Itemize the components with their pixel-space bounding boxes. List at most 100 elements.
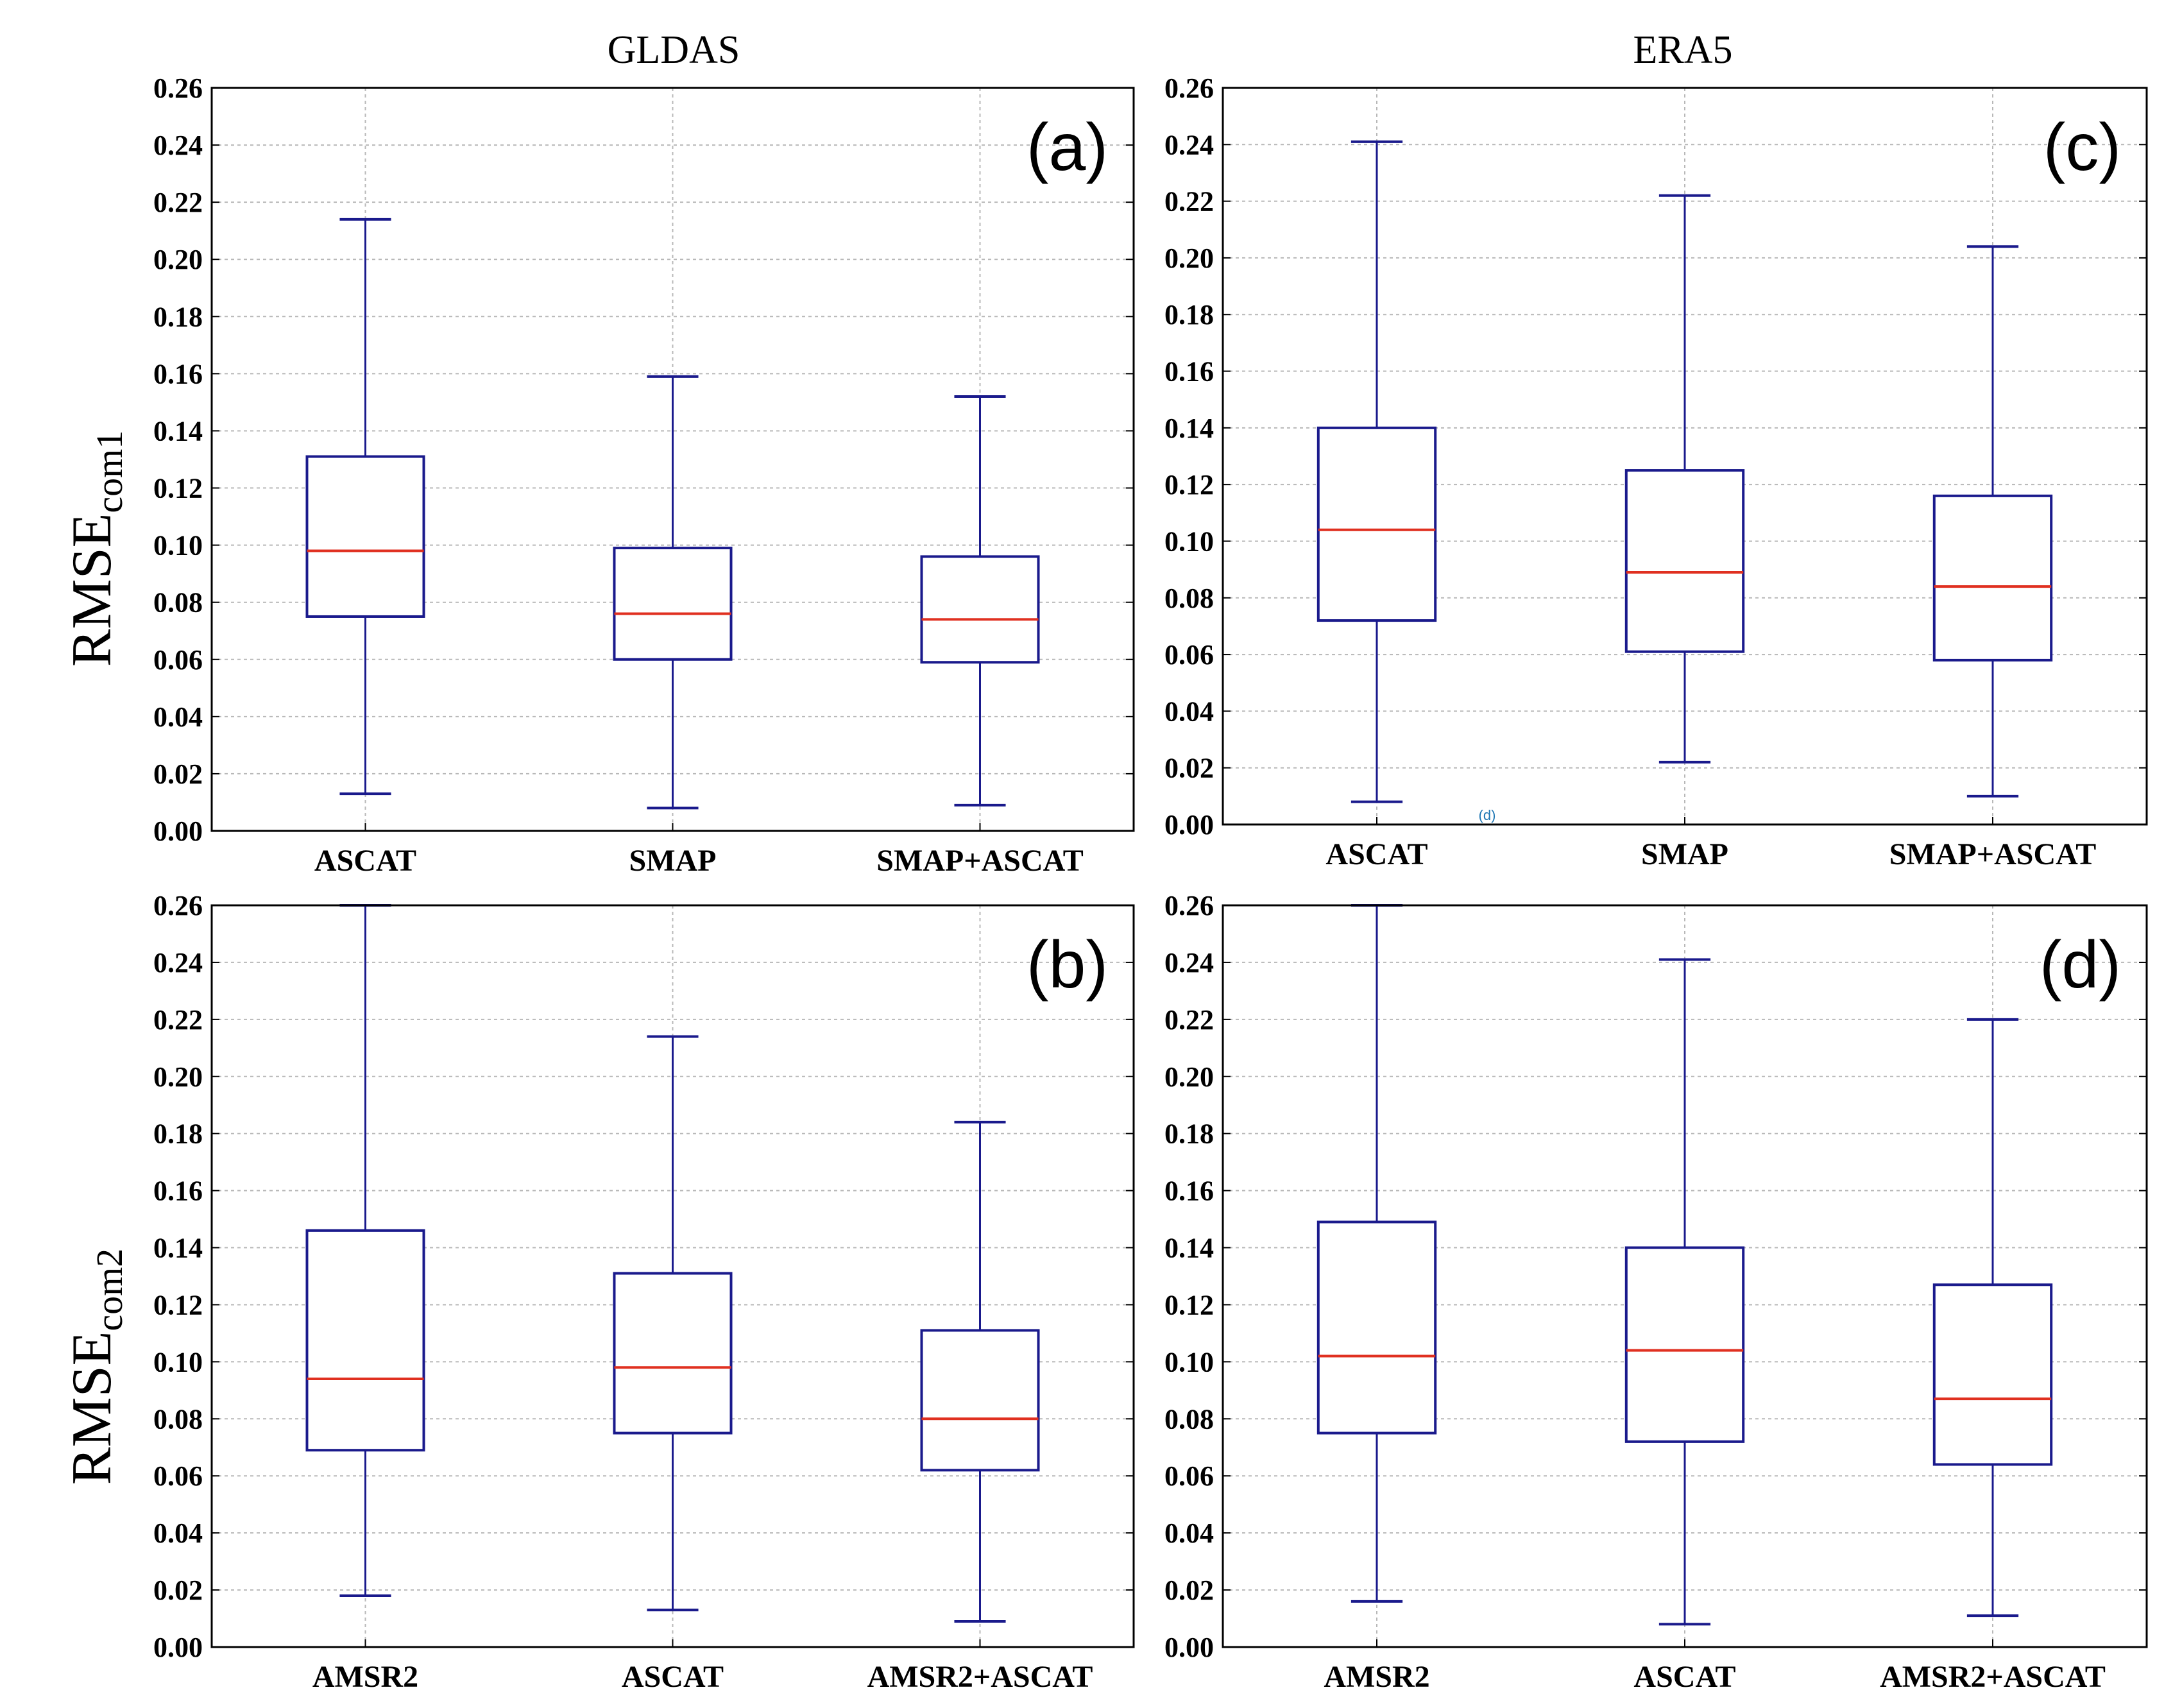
- y-tick-label: 0.22: [1164, 186, 1214, 218]
- panel-label: (a): [1027, 110, 1108, 185]
- box-iqr: [1624, 469, 1745, 653]
- box-smap-ascat: [1932, 245, 2053, 798]
- y-tick-label: 0.14: [153, 1233, 203, 1264]
- row-label-main: RMSE: [61, 513, 123, 667]
- box-iqr: [613, 547, 733, 661]
- y-tick-label: 0.10: [1164, 1346, 1214, 1378]
- y-tick-label: 0.06: [1164, 639, 1214, 670]
- y-tick-label: 0.08: [153, 1403, 203, 1435]
- y-tick-label: 0.18: [1164, 1118, 1214, 1150]
- box-ascat: [1624, 958, 1745, 1626]
- y-tick-label: 0.16: [153, 1175, 203, 1207]
- y-tick-label: 0.26: [153, 73, 203, 104]
- y-tick-label: 0.16: [153, 358, 203, 389]
- panel-label: (b): [1027, 928, 1108, 1002]
- axes-frame: [1222, 87, 2148, 826]
- y-tick-label: 0.04: [153, 1517, 203, 1549]
- y-tick-label: 0.20: [1164, 1061, 1214, 1093]
- x-tick-label: AMSR2+ASCAT: [1880, 1660, 2106, 1694]
- y-tick-label: 0.22: [153, 1004, 203, 1036]
- y-tick-label: 0.06: [153, 644, 203, 676]
- y-tick-label: 0.00: [1164, 1632, 1214, 1663]
- y-tick-label: 0.14: [1164, 413, 1214, 444]
- box-iqr: [920, 1329, 1040, 1472]
- x-tick-label: ASCAT: [1325, 837, 1427, 871]
- box-iqr: [1932, 494, 2053, 662]
- y-tick-label: 0.26: [1164, 890, 1214, 921]
- box-iqr: [1317, 426, 1437, 622]
- box-iqr: [305, 455, 425, 618]
- y-tick-label: 0.08: [153, 587, 203, 619]
- y-tick-label: 0.14: [1164, 1233, 1214, 1264]
- axes-frame: [210, 904, 1135, 1648]
- x-tick-label: ASCAT: [1633, 1660, 1735, 1694]
- y-tick-label: 0.20: [1164, 243, 1214, 274]
- panel-label: (d): [2040, 928, 2121, 1002]
- y-tick-label: 0.22: [1164, 1004, 1214, 1036]
- y-tick-label: 0.06: [1164, 1460, 1214, 1492]
- y-tick-label: 0.04: [1164, 1517, 1214, 1549]
- x-tick-label: SMAP+ASCAT: [876, 844, 1083, 878]
- box-ascat: [613, 1035, 733, 1612]
- box-iqr: [305, 1229, 425, 1452]
- box-amsr2: [1317, 904, 1437, 1603]
- x-tick-label: SMAP: [1641, 837, 1728, 871]
- box-amsr2: [305, 904, 425, 1597]
- y-tick-label: 0.18: [153, 1118, 203, 1150]
- y-tick-label: 0.12: [153, 1289, 203, 1320]
- panel-a: 0.00 0.02 0.04 0.06 0.08 0.10 0.12 0.14 0.16 0.18…: [153, 73, 1135, 878]
- y-tick-label: 0.02: [153, 1575, 203, 1606]
- y-tick-label: 0.22: [153, 187, 203, 218]
- panel-c: 0.00 0.02 0.04 0.06 0.08 0.10 0.12 0.14 0.16 0.18…: [1164, 73, 2148, 871]
- row-label-subscript: com1: [89, 431, 130, 513]
- y-tick-label: 0.08: [1164, 583, 1214, 614]
- box-smap: [613, 375, 733, 810]
- y-tick-label: 0.18: [1164, 299, 1214, 330]
- y-tick-label: 0.02: [153, 758, 203, 790]
- y-tick-label: 0.16: [1164, 1175, 1214, 1207]
- y-tick-label: 0.10: [1164, 525, 1214, 557]
- y-tick-label: 0.06: [153, 1460, 203, 1492]
- y-tick-label: 0.12: [1164, 469, 1214, 500]
- y-tick-label: 0.24: [1164, 129, 1214, 160]
- box-ascat: [305, 218, 425, 796]
- y-tick-label: 0.10: [153, 530, 203, 561]
- column-title-era5: ERA5: [1633, 28, 1733, 72]
- panel-b: 0.00 0.02 0.04 0.06 0.08 0.10 0.12 0.14 0.16 0.18…: [153, 890, 1135, 1694]
- y-tick-label: 0.00: [153, 816, 203, 847]
- box-ascat: [1317, 140, 1437, 803]
- y-tick-label: 0.00: [1164, 809, 1214, 841]
- y-tick-label: 0.26: [1164, 73, 1214, 104]
- y-tick-label: 0.10: [153, 1346, 203, 1378]
- x-tick-label: ASCAT: [622, 1660, 724, 1694]
- box-iqr: [1317, 1220, 1437, 1435]
- y-tick-label: 0.18: [153, 301, 203, 332]
- row-label-main: RMSE: [61, 1331, 123, 1485]
- x-tick-label: ASCAT: [314, 844, 416, 878]
- stray-panel-tag: (d): [1479, 807, 1496, 823]
- y-tick-label: 0.08: [1164, 1403, 1214, 1435]
- row-label-subscript: com2: [89, 1249, 130, 1331]
- box-smap-ascat: [920, 395, 1040, 807]
- y-tick-label: 0.16: [1164, 356, 1214, 388]
- x-tick-label: AMSR2: [1324, 1660, 1429, 1694]
- box-iqr: [1932, 1283, 2053, 1466]
- y-tick-label: 0.24: [153, 947, 203, 978]
- y-tick-label: 0.26: [153, 890, 203, 921]
- y-tick-label: 0.12: [1164, 1289, 1214, 1320]
- box-amsr2-ascat: [920, 1120, 1040, 1623]
- box-iqr: [613, 1272, 733, 1435]
- y-tick-label: 0.20: [153, 244, 203, 275]
- x-tick-label: AMSR2: [312, 1660, 418, 1694]
- y-tick-label: 0.24: [1164, 947, 1214, 978]
- box-iqr: [920, 555, 1040, 664]
- y-tick-label: 0.20: [153, 1061, 203, 1093]
- axes-frame: [1222, 904, 2148, 1648]
- y-tick-label: 0.02: [1164, 1575, 1214, 1606]
- y-tick-label: 0.02: [1164, 753, 1214, 784]
- y-tick-label: 0.24: [153, 130, 203, 161]
- box-amsr2-ascat: [1932, 1018, 2053, 1618]
- x-tick-label: SMAP+ASCAT: [1889, 837, 2096, 871]
- x-tick-label: SMAP: [629, 844, 717, 878]
